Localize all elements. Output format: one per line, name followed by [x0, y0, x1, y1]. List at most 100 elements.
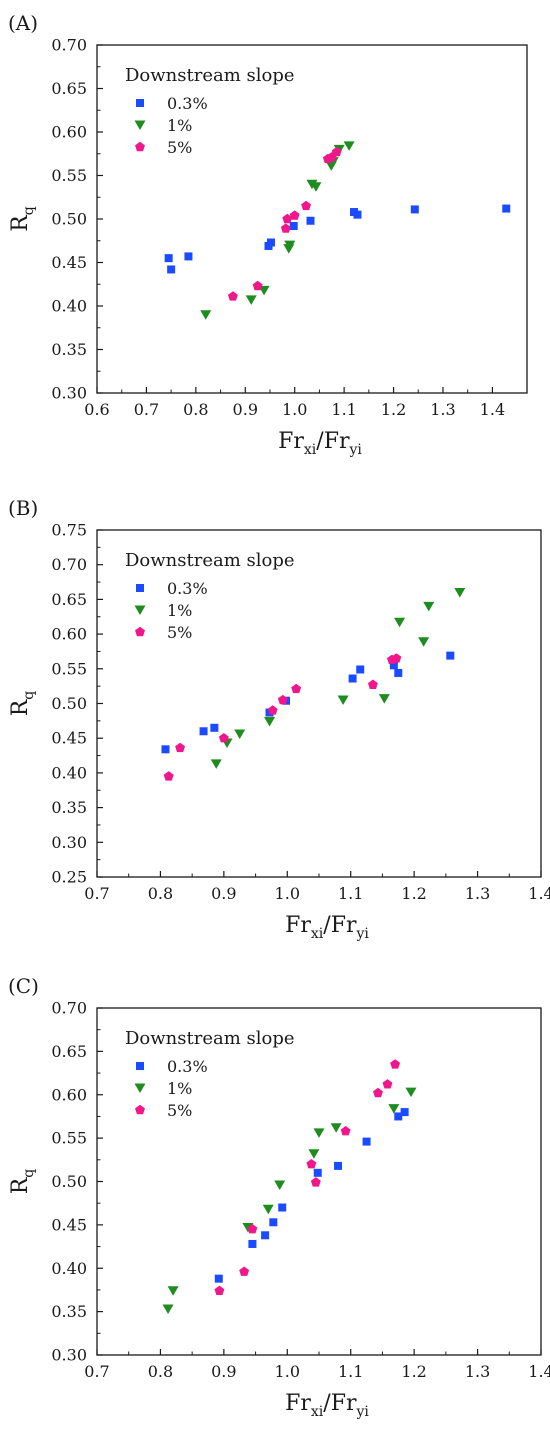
y-tick-label: 0.45: [51, 1215, 87, 1234]
y-axis-title: Rq: [8, 206, 37, 232]
y-tick-label: 0.65: [51, 1042, 87, 1061]
y-tick-label: 0.55: [51, 166, 87, 185]
y-tick-label: 0.65: [51, 79, 87, 98]
data-point: [334, 1161, 343, 1170]
data-point: [353, 210, 362, 219]
data-point: [330, 1123, 342, 1133]
series-s03: [161, 651, 455, 754]
data-point: [200, 310, 212, 320]
legend-marker: [136, 1062, 144, 1070]
x-tick-label: 0.9: [233, 400, 258, 419]
y-tick-label: 0.35: [51, 798, 87, 817]
y-tick-label: 0.50: [51, 1172, 87, 1191]
x-axis-title: Frxi/Fryi: [285, 1391, 369, 1420]
data-point: [313, 1168, 322, 1177]
plot-frame: [96, 529, 542, 878]
data-point: [289, 210, 300, 220]
data-point: [410, 205, 419, 214]
panel-label: (A): [8, 11, 38, 35]
data-point: [405, 1087, 417, 1098]
data-point: [282, 213, 293, 224]
y-tick-label: 0.55: [51, 659, 87, 678]
data-point: [310, 1177, 321, 1187]
y-axis-title: Rq: [8, 1169, 37, 1195]
data-point: [502, 204, 511, 213]
y-tick-label: 0.70: [51, 36, 87, 55]
data-point: [277, 694, 288, 705]
x-axis-title: Frxi/Fryi: [278, 429, 362, 458]
data-point: [289, 221, 298, 230]
data-point: [340, 1125, 351, 1136]
legend: Downstream slope 0.3% 1% 5%: [125, 550, 295, 642]
data-point: [199, 727, 208, 736]
x-tick-label: 0.6: [84, 400, 109, 419]
data-point: [234, 729, 246, 740]
series-s5: [214, 1059, 401, 1296]
data-point: [348, 674, 357, 683]
data-point: [356, 665, 365, 674]
data-point: [373, 1087, 383, 1098]
series-s03: [164, 204, 511, 274]
legend-label: 5%: [167, 623, 192, 642]
legend-label: 1%: [167, 601, 192, 620]
data-point: [274, 1180, 286, 1190]
data-point: [167, 1286, 179, 1296]
data-point: [164, 254, 173, 263]
y-tick-label: 0.60: [51, 123, 87, 142]
y-tick-label: 0.60: [51, 625, 87, 644]
data-point: [266, 238, 275, 247]
series-s1: [210, 587, 466, 769]
x-tick-label: 1.2: [381, 400, 406, 419]
y-tick-label: 0.70: [51, 999, 87, 1018]
legend-title: Downstream slope: [125, 550, 295, 571]
legend-marker: [136, 584, 144, 592]
x-tick-label: 0.9: [211, 1362, 236, 1381]
panel-label: (B): [8, 496, 38, 520]
data-point: [306, 1158, 317, 1169]
y-tick-label: 0.30: [51, 833, 87, 852]
x-tick-label: 1.3: [465, 884, 490, 903]
data-point: [175, 742, 186, 753]
y-tick-label: 0.35: [51, 1302, 87, 1321]
y-tick-label: 0.60: [51, 1085, 87, 1104]
x-tick-label: 1.0: [275, 1362, 300, 1381]
data-point: [418, 637, 430, 647]
data-point: [248, 1239, 257, 1248]
y-tick-label: 0.30: [51, 1346, 87, 1365]
data-point: [161, 745, 170, 754]
x-tick-label: 0.7: [84, 884, 109, 903]
series-s03: [214, 1108, 409, 1283]
series-s1: [200, 141, 355, 320]
data-point: [390, 1059, 401, 1069]
data-point: [310, 182, 322, 192]
x-tick-label: 0.8: [183, 400, 208, 419]
data-point: [214, 1274, 223, 1283]
data-point: [247, 1224, 258, 1234]
data-point: [378, 694, 390, 704]
y-tick-label: 0.40: [51, 297, 87, 316]
legend-label: 0.3%: [167, 579, 208, 598]
series-s5: [163, 653, 402, 781]
data-point: [343, 141, 355, 151]
data-point: [337, 695, 349, 706]
y-tick-label: 0.45: [51, 253, 87, 272]
legend-marker: [135, 1104, 145, 1115]
y-tick-label: 0.65: [51, 590, 87, 609]
data-point: [210, 723, 219, 732]
data-point: [291, 683, 302, 694]
chart-panel-1: (A) 0.6 0.7 0.8 0.9 1.0 1.1 1.2 1.3 1.4 0.30 0.35 0.…: [8, 11, 528, 458]
y-tick-label: 0.35: [51, 340, 87, 359]
legend-label: 1%: [167, 1079, 192, 1098]
chart-panel-3: (C) 0.7 0.8 0.9 1.0 1.1 1.2 1.3 1.4 0.30 0.35 0.40 0…: [8, 974, 550, 1420]
data-point: [389, 661, 398, 670]
y-tick-label: 0.40: [51, 763, 87, 782]
data-point: [278, 1203, 287, 1212]
x-tick-label: 1.1: [331, 400, 356, 419]
y-tick-label: 0.50: [51, 694, 87, 713]
data-point: [280, 223, 291, 233]
data-point: [163, 771, 174, 781]
data-point: [306, 216, 315, 225]
data-point: [210, 759, 222, 769]
legend: Downstream slope 0.3% 1% 5%: [125, 1028, 295, 1120]
